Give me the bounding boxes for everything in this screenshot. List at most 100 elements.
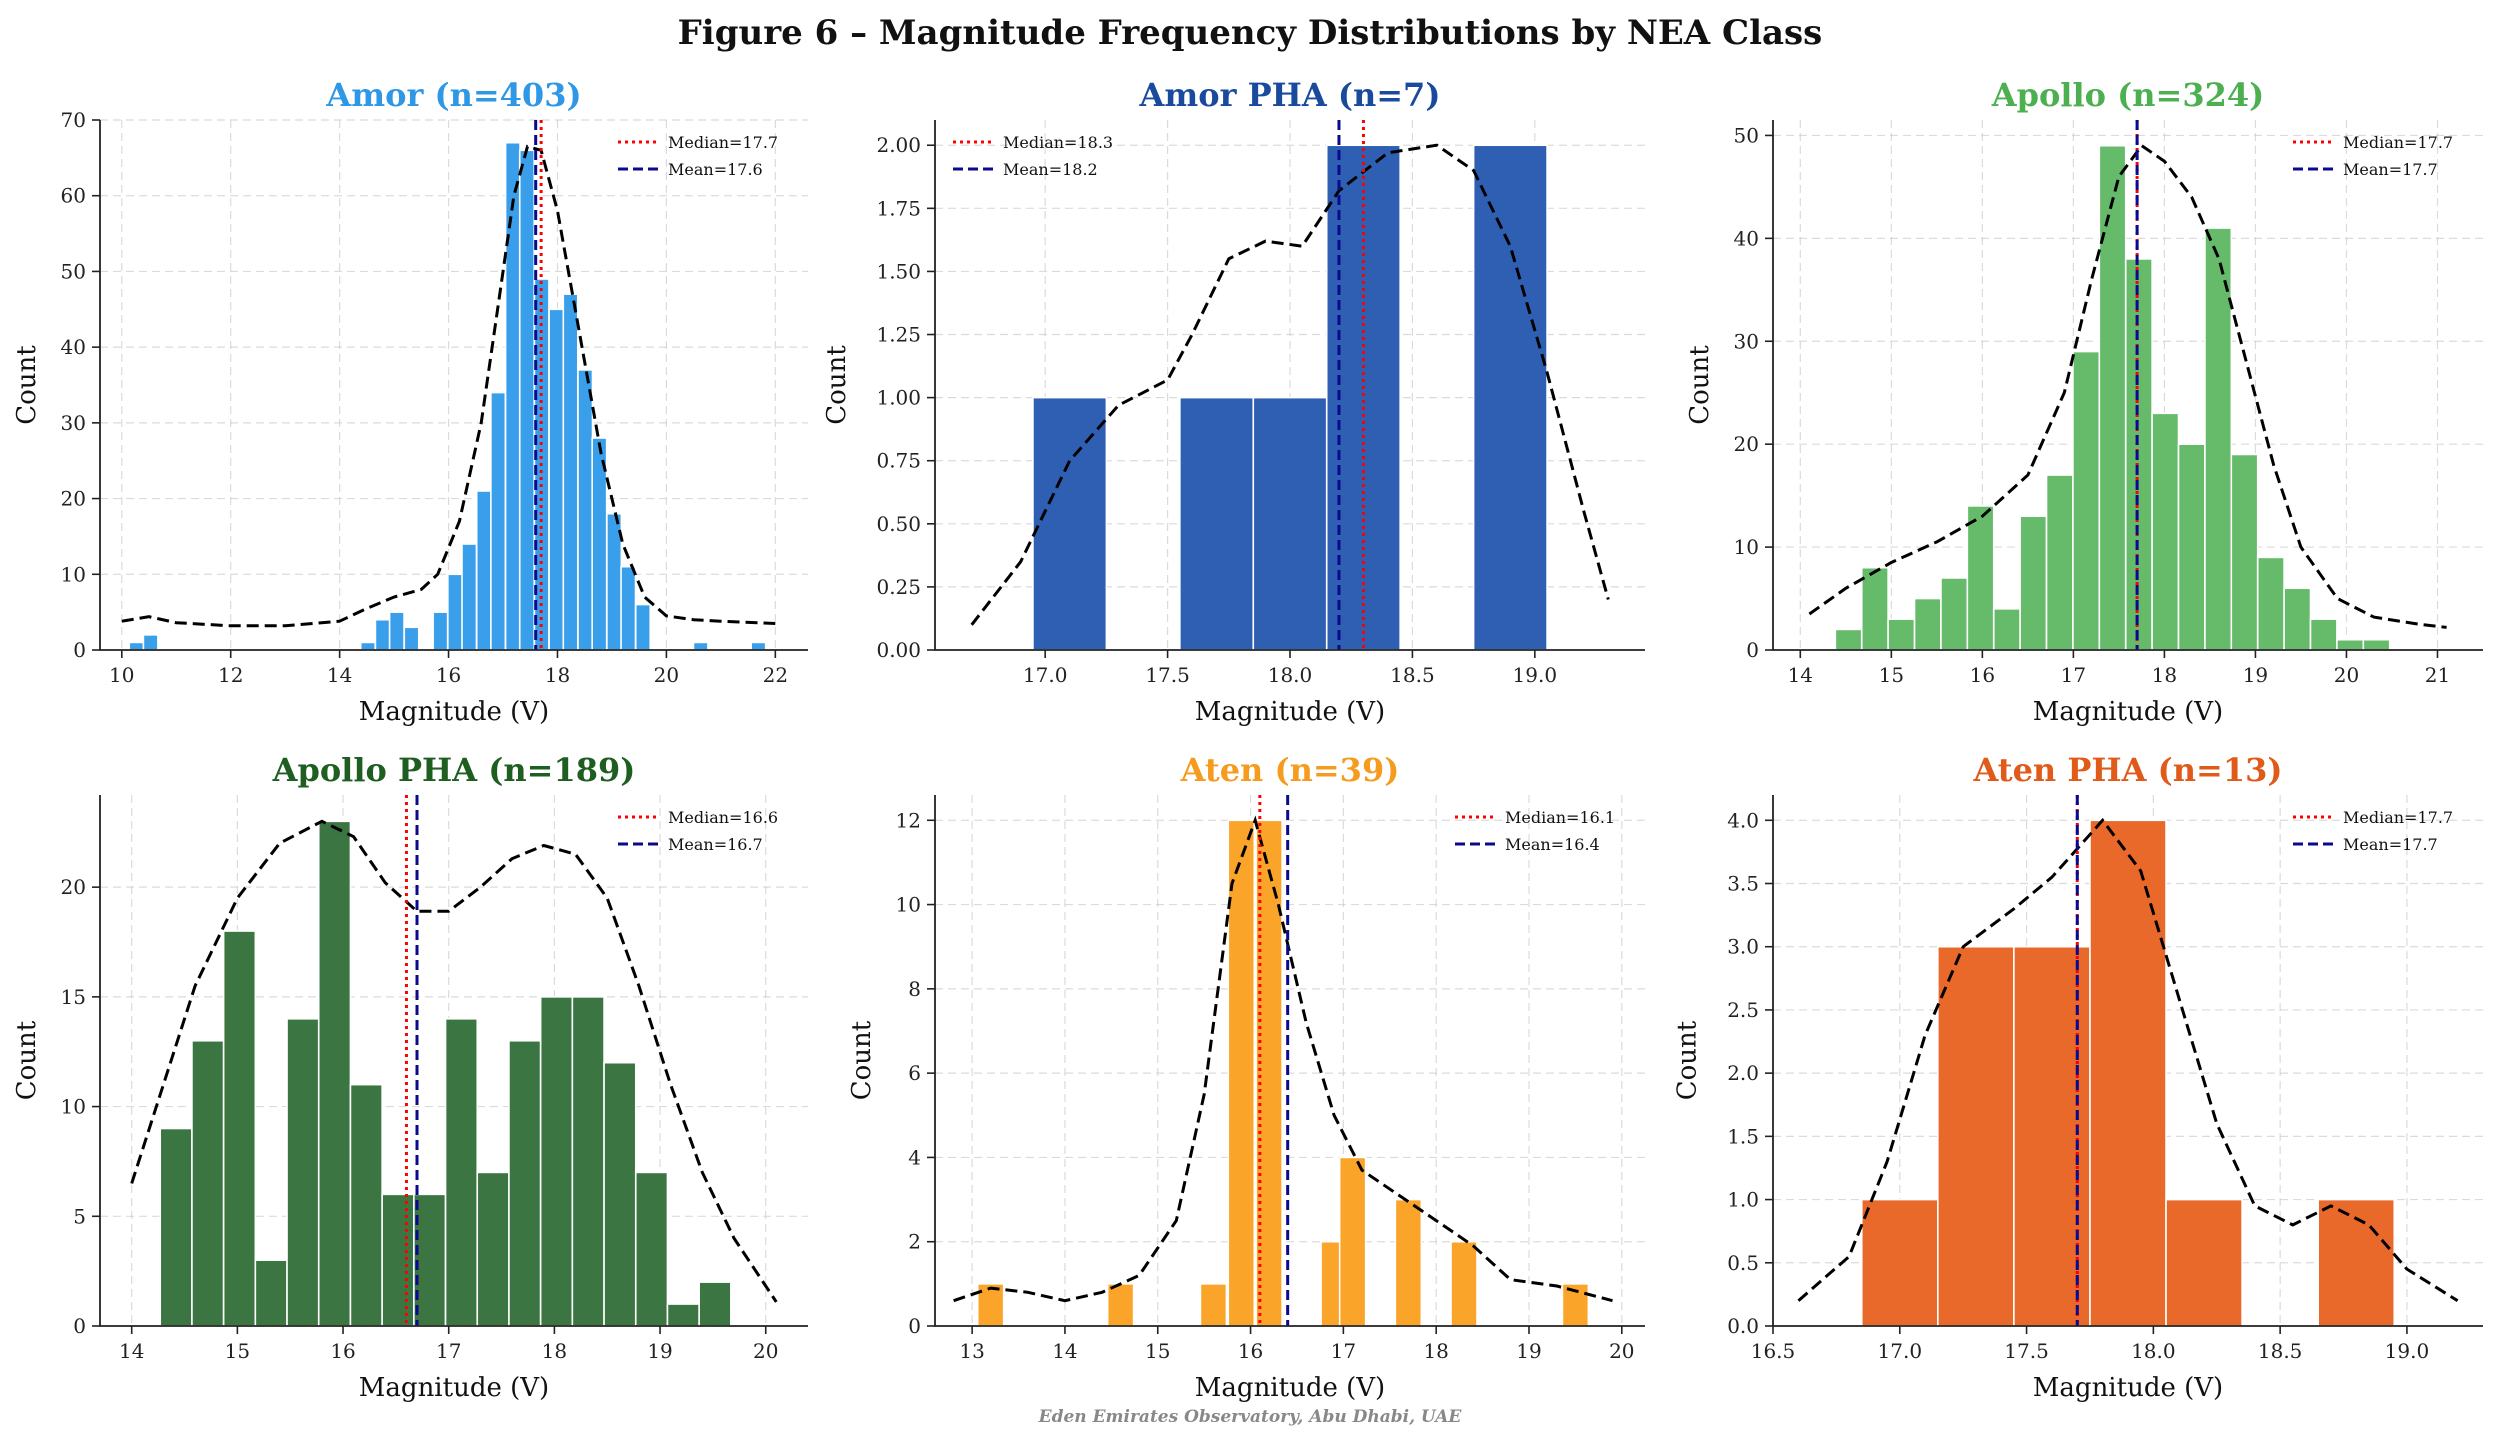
histogram-bar: [1860, 1198, 1939, 1327]
y-axis-label: Count: [12, 345, 42, 425]
x-tick-label: 19: [647, 1339, 672, 1363]
histogram-bar: [359, 641, 376, 651]
y-axis-label: Count: [1685, 345, 1715, 425]
x-tick-label: 20: [1609, 1339, 1634, 1363]
x-tick-label: 20: [753, 1339, 778, 1363]
x-tick-label: 15: [1145, 1339, 1170, 1363]
x-tick-label: 19: [1516, 1339, 1541, 1363]
x-tick-label: 22: [763, 663, 788, 687]
y-tick-label: 0.50: [876, 512, 921, 536]
histogram-bar: [666, 1303, 700, 1327]
histogram-bar: [504, 141, 521, 651]
y-tick-label: 2.5: [1727, 998, 1759, 1022]
panel-5: 13 14 15 16 17 18 19 20 0 2 4 6 8 10 12 Magnitude (V) Co…: [847, 751, 1645, 1403]
histogram-bar: [1834, 628, 1863, 651]
x-axis-label: Magnitude (V): [2033, 1373, 2223, 1403]
histogram-bar: [254, 1259, 288, 1327]
panel-title: Apollo PHA (n=189): [272, 751, 636, 789]
legend-mean-label: Mean=17.7: [2343, 160, 2438, 179]
histogram-bar: [413, 1193, 447, 1327]
legend-median-label: Median=17.7: [2343, 133, 2453, 152]
x-tick-label: 18: [542, 1339, 567, 1363]
kde-curve: [130, 819, 778, 1303]
figure-footer: Eden Emirates Observatory, Abu Dhabi, UA…: [1038, 1407, 1463, 1427]
x-tick-label: 10: [109, 663, 134, 687]
panel-3: 14 15 16 17 18 19 20 21 0 10 20 30 40 50 Magnitude (V)…: [1685, 76, 2483, 727]
histogram-bar: [222, 930, 257, 1327]
histogram-bar: [2045, 474, 2074, 651]
histogram-bar: [692, 641, 709, 651]
x-tick-label: 18.5: [1390, 663, 1435, 687]
y-tick-label: 10: [61, 1095, 86, 1119]
y-tick-label: 15: [61, 985, 86, 1009]
kde-curve: [1797, 817, 2459, 1302]
histogram-bar: [1966, 505, 1995, 651]
y-tick-label: 30: [61, 411, 86, 435]
y-axis-label: Count: [822, 345, 852, 425]
histogram-bar: [1450, 1240, 1478, 1327]
x-tick-label: 16.5: [1751, 1339, 1796, 1363]
legend-median-label: Median=16.6: [668, 808, 778, 827]
y-axis-label: Count: [847, 1020, 877, 1100]
histogram-bar: [1992, 608, 2021, 651]
x-axis-label: Magnitude (V): [1195, 697, 1385, 727]
histogram-bar: [1940, 577, 1969, 651]
y-tick-label: 40: [1734, 226, 1759, 250]
legend-mean-label: Mean=18.2: [1003, 160, 1098, 179]
y-tick-label: 1.75: [876, 196, 921, 220]
legend-mean-label: Mean=17.7: [2343, 835, 2438, 854]
x-tick-label: 16: [436, 663, 461, 687]
x-tick-label: 16: [1970, 663, 1995, 687]
kde-curve: [953, 815, 1613, 1303]
x-axis-label: Magnitude (V): [2033, 697, 2223, 727]
histogram-bar: [388, 611, 405, 651]
histogram-bar: [508, 1039, 542, 1327]
histogram-bar: [750, 641, 767, 651]
histogram-bar: [603, 1061, 637, 1327]
y-tick-label: 0: [73, 1314, 86, 1338]
histogram-bar: [577, 369, 594, 651]
histogram-bar: [1106, 1283, 1135, 1327]
histogram-bar: [159, 1127, 193, 1327]
y-tick-label: 50: [1734, 123, 1759, 147]
y-tick-label: 1.0: [1727, 1188, 1759, 1212]
x-tick-label: 13: [959, 1339, 984, 1363]
y-tick-label: 20: [61, 487, 86, 511]
histogram-bar: [634, 1171, 669, 1327]
histogram-bar: [2309, 618, 2338, 651]
histogram-bar: [142, 634, 159, 651]
histogram-bar: [2151, 412, 2180, 651]
y-tick-label: 40: [61, 335, 86, 359]
x-axis-label: Magnitude (V): [359, 697, 549, 727]
histogram-bar: [976, 1283, 1005, 1327]
panel-title: Aten (n=39): [1180, 751, 1400, 789]
histogram-bar: [539, 996, 574, 1327]
x-tick-label: 18: [1423, 1339, 1448, 1363]
legend-median-label: Median=18.3: [1003, 133, 1113, 152]
x-tick-label: 14: [1052, 1339, 1077, 1363]
x-tick-label: 17: [436, 1339, 461, 1363]
panel-title: Apollo (n=324): [1991, 76, 2265, 114]
legend-median-label: Median=17.7: [2343, 808, 2453, 827]
histogram-bar: [349, 1083, 383, 1327]
y-tick-label: 1.00: [876, 386, 921, 410]
y-tick-label: 20: [1734, 432, 1759, 456]
legend-mean-label: Mean=16.7: [668, 835, 763, 854]
y-tick-label: 0.0: [1727, 1314, 1759, 1338]
x-tick-label: 21: [2425, 663, 2450, 687]
y-tick-label: 0.00: [876, 638, 921, 662]
x-axis-label: Magnitude (V): [359, 1373, 549, 1403]
histogram-bar: [128, 641, 145, 651]
kde-curve: [1808, 143, 2447, 629]
histogram-bar: [1913, 597, 1942, 651]
x-tick-label: 16: [1238, 1339, 1263, 1363]
histogram-bar: [1937, 945, 2015, 1327]
histogram-bar: [2317, 1198, 2396, 1327]
histogram-bar: [191, 1039, 225, 1327]
y-tick-label: 12: [896, 808, 921, 832]
histogram-bar: [317, 820, 352, 1327]
legend-median-label: Median=17.7: [668, 133, 778, 152]
histogram-bar: [2283, 587, 2312, 651]
